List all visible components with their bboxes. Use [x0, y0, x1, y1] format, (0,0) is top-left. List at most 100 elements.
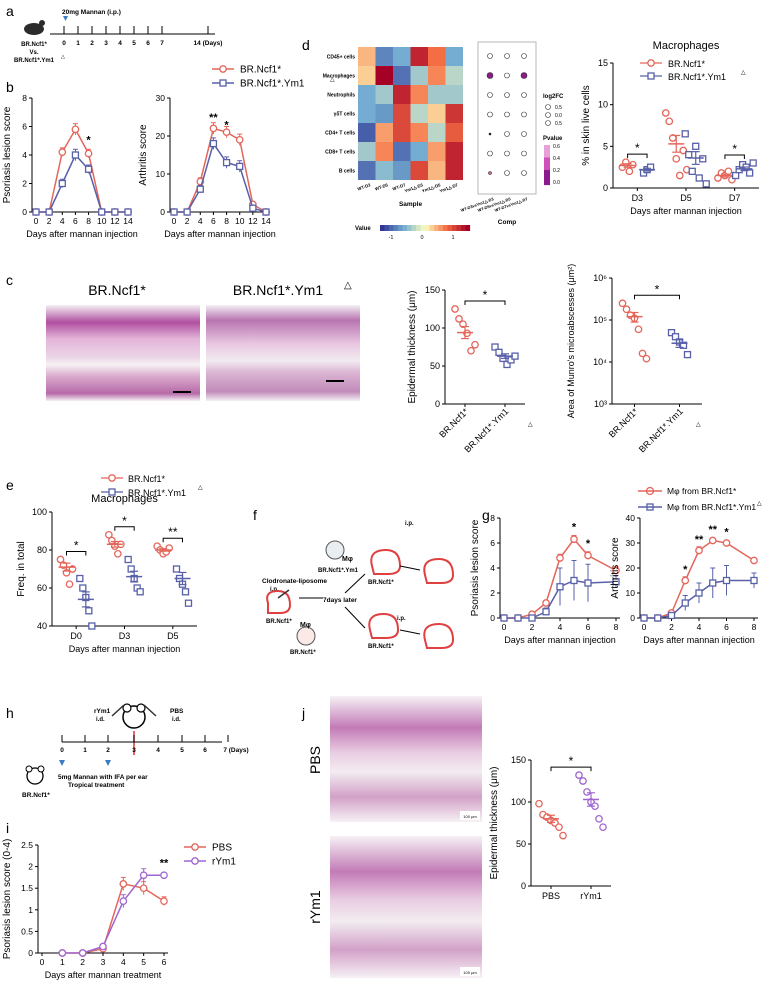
data-point [459, 320, 467, 329]
legend-marker [647, 59, 655, 67]
significance-mark: * [586, 538, 591, 550]
mouse-recipient-icon [266, 589, 292, 614]
panel-j-histology: PBS rYm1 100 μm 100 μm [307, 696, 482, 978]
significance-bracket [724, 154, 745, 159]
scalebar-rym1: 100 μm [463, 970, 477, 975]
timeline-tick-label: 4 [156, 747, 160, 754]
legend-marker [108, 474, 116, 482]
data-point [722, 539, 731, 547]
data-point [78, 949, 87, 957]
id-label-1: i.d. [96, 717, 105, 723]
significance-mark: ** [168, 525, 178, 539]
heatmap-cell [410, 66, 428, 85]
colorbar-cell [452, 225, 457, 231]
colorbar-cell [407, 225, 412, 231]
panel-letter-a: a [6, 3, 14, 19]
x-tick-label: 2 [185, 216, 190, 226]
heatmap-cell [410, 161, 428, 180]
colorbar-cell [393, 225, 399, 231]
data-point [222, 128, 231, 137]
significance-bracket [66, 551, 87, 556]
data-point [555, 823, 563, 832]
mouse-outcome-icon-2 [423, 622, 455, 649]
data-point [695, 589, 703, 597]
data-point [514, 614, 522, 622]
y-tick-label: 60 [37, 583, 47, 593]
heatmap-cell [445, 142, 463, 161]
series-line [36, 153, 128, 213]
legend-marker [191, 843, 199, 851]
heatmap-row-label: B cells [339, 169, 355, 175]
x-tick-label: 12 [110, 216, 120, 226]
panel-f-schematic: Clodronate-liposome i.p. BR.Ncf1* 7days … [262, 521, 455, 656]
chart-g-psoriasis: 0 2 4 6 8 Psoriasis lesion score 0 2 4 6 8 Days aft… [470, 513, 620, 645]
colorbar-cell [398, 225, 403, 231]
data-point [98, 208, 106, 216]
delta-symbol: △ [696, 422, 701, 428]
heatmap-row-label: CD4+ T cells [325, 131, 355, 137]
legend-label: BR.Ncf1*.Ym1 [240, 79, 305, 90]
colorbar-cell [465, 225, 471, 231]
x-tick-label: PBS [542, 891, 560, 901]
data-point [528, 614, 536, 622]
heatmap-row-label: γδT cells [334, 112, 356, 118]
y-tick-label: 30 [626, 538, 636, 548]
mphi-label-2: Mφ [300, 622, 311, 629]
y-tick-label: 2.5 [21, 840, 33, 850]
y-tick-label: 150 [425, 285, 440, 295]
data-point [638, 349, 647, 358]
chart-d-macrophages: 0 5 10 15 % in skin live cells Macrophages D3 D… [581, 40, 759, 216]
significance-mark: * [635, 141, 640, 155]
timeline-tick-label: 7 [160, 40, 164, 47]
data-point [708, 536, 717, 545]
heatmap-cell [428, 85, 446, 104]
arrow-up [344, 573, 366, 594]
donor-ko-label: BR.Ncf1*.Ym1 [318, 568, 359, 574]
y-tick-label: 15 [598, 58, 608, 68]
mannan-marker-day2-icon [105, 760, 111, 766]
data-point [503, 360, 511, 369]
data-point [570, 576, 578, 585]
pvalue-bar-cell [544, 147, 550, 151]
data-point [559, 831, 567, 840]
heatmap-col-label: Ym1△-D7 [439, 182, 459, 194]
colorbar-cell [461, 225, 466, 231]
data-point [183, 208, 191, 216]
x-tick-label: 2 [47, 216, 52, 226]
data-point [99, 942, 107, 951]
timeline-tick-label: 5 [132, 40, 136, 47]
colorbar-cell [443, 225, 448, 231]
significance-mark: ** [209, 112, 218, 124]
data-point [749, 159, 757, 167]
colorbar-cell [434, 225, 439, 231]
data-point [65, 580, 74, 589]
timeline-tick-label: 5 [180, 747, 184, 754]
data-point [640, 614, 648, 622]
dot-plot-point [521, 53, 527, 59]
data-point [113, 549, 122, 558]
y-tick-label: 6 [490, 538, 495, 548]
y-tick-label: 40 [37, 621, 47, 631]
heatmap-cell [358, 47, 376, 66]
legend-marker [647, 72, 655, 80]
chart-title: Macrophages [91, 493, 158, 505]
mouse-label-2: BR.Ncf1*.Ym1 [14, 58, 55, 64]
pvalue-bar-cell [544, 145, 550, 148]
heatmap-cell [375, 142, 393, 161]
data-point [58, 148, 67, 156]
timeline-tick-label: 0 [60, 747, 64, 754]
arrow-outcome-1 [399, 565, 421, 571]
data-point [575, 771, 583, 779]
x-axis-label: Days after mannan injection [504, 635, 616, 645]
data-point [695, 174, 703, 182]
data-point [71, 125, 80, 134]
panel-letter-g: g [482, 507, 490, 523]
colorbar-tick-label: 0 [420, 235, 423, 241]
x-tick-label: 0 [502, 622, 507, 632]
significance-mark: * [732, 142, 737, 156]
panel-letter-b: b [6, 79, 14, 95]
data-point [695, 546, 703, 555]
chart-title: Macrophages [653, 40, 720, 52]
x-tick-label: BR.Ncf1* [437, 406, 471, 440]
